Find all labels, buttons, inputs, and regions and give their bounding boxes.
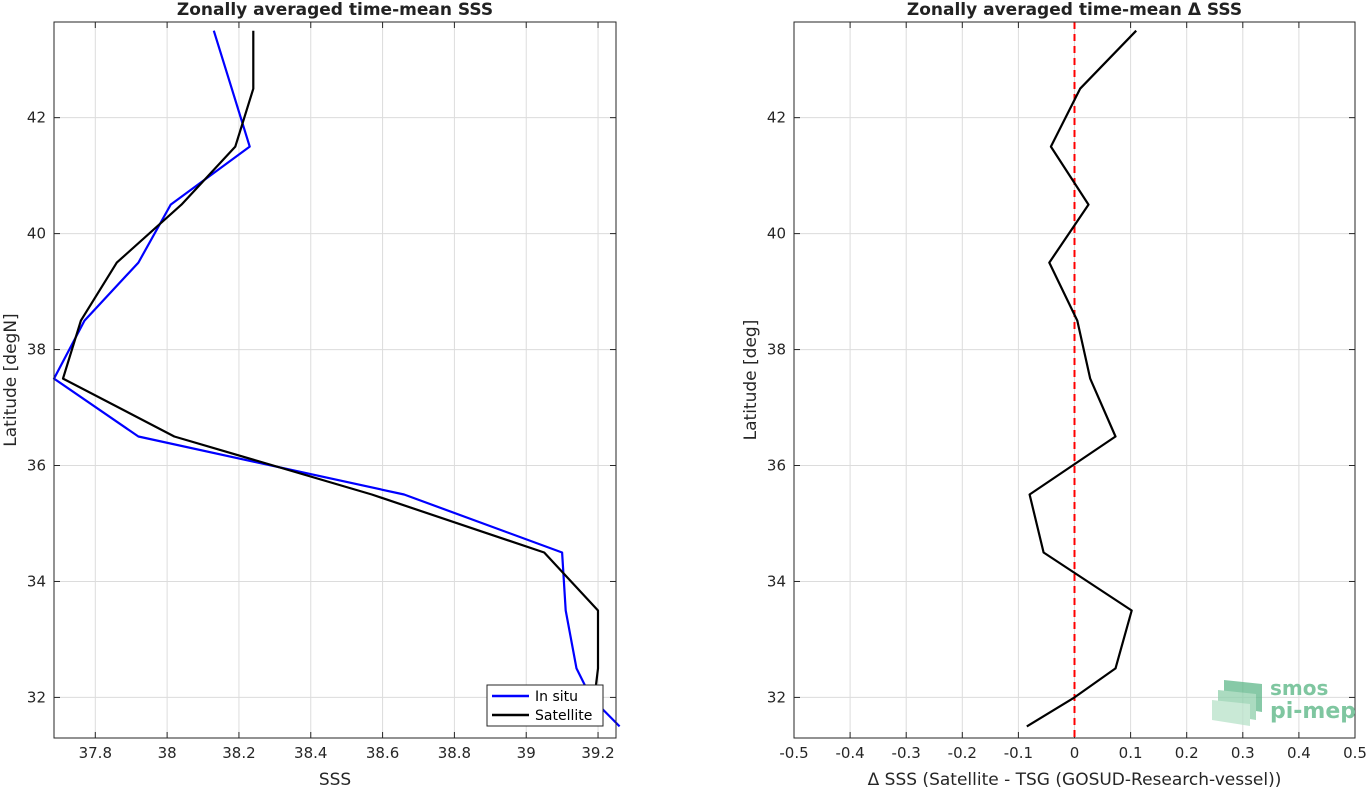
legend-label-in-situ: In situ	[535, 689, 578, 705]
sss-ytick-label: 32	[27, 688, 46, 706]
sss-xtick-label: 38.2	[222, 744, 255, 762]
delta-sss-xtick-label: -0.2	[948, 744, 977, 762]
delta-sss-xtick-label: -0.4	[835, 744, 864, 762]
delta-sss-xlabel: Δ SSS (Satellite - TSG (GOSUD-Research-v…	[868, 770, 1282, 790]
delta-sss-ytick-label: 42	[767, 109, 786, 127]
sss-ytick-label: 42	[27, 109, 46, 127]
delta-sss-xtick-label: 0.1	[1119, 744, 1143, 762]
sss-xtick-label: 37.8	[79, 744, 112, 762]
sss-series-line-satellite	[61, 30, 600, 698]
sss-xlabel: SSS	[319, 770, 351, 790]
sss-xtick-label: 38	[158, 744, 177, 762]
delta-sss-ylabel: Latitude [deg]	[741, 320, 761, 441]
sss-panel: 37.8 38 38.2 38.4 38.6 38.8 39 39.2 32 34 36 38 40 42…	[1, 0, 621, 790]
delta-sss-ytick-label: 38	[767, 341, 786, 359]
delta-sss-xtick-label: -0.3	[892, 744, 921, 762]
delta-sss-title: Zonally averaged time-mean Δ SSS	[907, 0, 1242, 20]
delta-sss-panel: -0.5 -0.4 -0.3 -0.2 -0.1 0 0.1 0.2 0.3 0.4 0.5 32 34…	[741, 0, 1367, 790]
delta-sss-ytick-label: 40	[767, 225, 786, 243]
sss-xtick-label: 39.2	[581, 744, 614, 762]
delta-sss-xtick-label: -0.5	[779, 744, 808, 762]
delta-sss-xtick-label: -0.1	[1004, 744, 1033, 762]
delta-sss-ytick-label: 32	[767, 688, 786, 706]
delta-sss-xtick-label: 0.2	[1175, 744, 1199, 762]
legend-box	[486, 684, 604, 727]
sss-ylabel: Latitude [degN]	[1, 313, 21, 446]
sss-xtick-label: 38.6	[366, 744, 399, 762]
sss-xtick-label: 39	[517, 744, 536, 762]
sss-ytick-label: 36	[27, 457, 46, 475]
delta-sss-axes-box	[793, 21, 1356, 739]
delta-sss-series-line-delta	[1026, 29, 1137, 728]
sss-series-line-in-situ	[52, 30, 621, 728]
legend-label-satellite: Satellite	[535, 708, 592, 724]
sss-ytick-label: 40	[27, 225, 46, 243]
delta-sss-xtick-label: 0.5	[1343, 744, 1367, 762]
legend: In situ Satellite	[486, 684, 604, 727]
delta-sss-ytick-label: 36	[767, 457, 786, 475]
smos-pi-mep-logo: smos pi-mep	[1212, 676, 1356, 726]
logo-text-pi-mep: pi-mep	[1270, 699, 1356, 724]
sss-ytick-label: 34	[27, 572, 46, 590]
logo-wave-icon	[1212, 680, 1262, 726]
delta-sss-ytick-label: 34	[767, 572, 786, 590]
sss-plot-area	[54, 22, 616, 738]
delta-sss-xtick-label: 0.3	[1231, 744, 1255, 762]
sss-xtick-label: 38.8	[438, 744, 471, 762]
sss-xtick-label: 38.4	[294, 744, 327, 762]
delta-sss-xtick-label: 0	[1070, 744, 1080, 762]
sss-title: Zonally averaged time-mean SSS	[177, 0, 493, 20]
delta-sss-xtick-label: 0.4	[1287, 744, 1311, 762]
logo-text-smos: smos	[1270, 676, 1328, 700]
sss-ytick-label: 38	[27, 341, 46, 359]
sss-axes-box	[53, 21, 617, 739]
